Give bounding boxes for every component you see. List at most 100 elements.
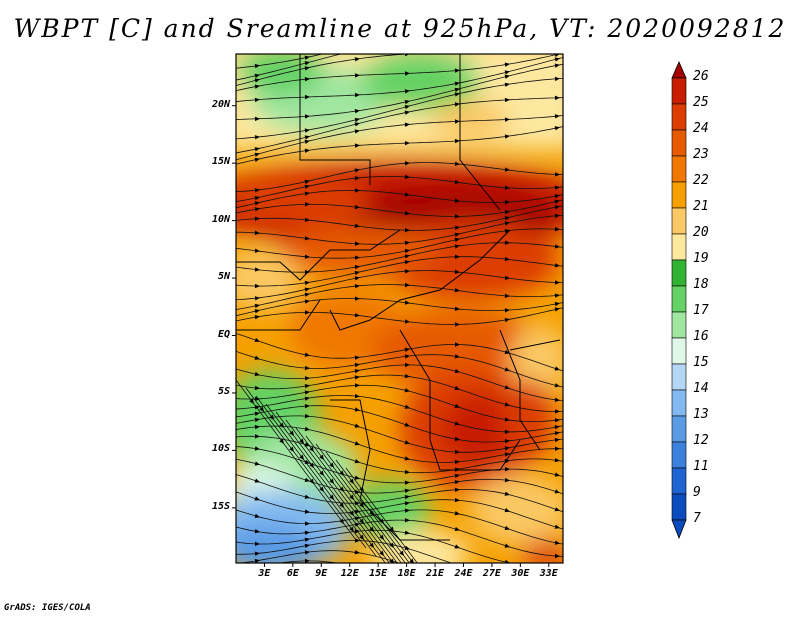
streamline-arrow [254,337,260,343]
streamline-arrow [404,260,410,265]
streamline-arrow [404,354,410,359]
streamline-arrow [304,236,310,241]
streamline-arrow [304,365,310,371]
streamline-arrow [254,248,260,253]
streamline-arrow [454,421,460,426]
streamline-arrow [554,397,560,403]
streamline-arrow [554,263,560,268]
colorbar-label: 23 [693,147,709,162]
streamline-arrow [304,135,310,140]
streamline-arrow [304,383,310,389]
streamline-arrow [454,269,460,275]
streamline-arrow [254,513,260,519]
colorbar-segment [671,415,687,443]
streamline-arrow [454,214,460,219]
streamline-arrow [404,469,410,475]
streamline-arrow [369,542,374,548]
streamline-arrow [429,591,436,598]
streamline-arrow [404,373,410,379]
colorbar-label: 17 [693,303,709,318]
streamline-arrow [554,507,560,512]
streamline-arrow [254,97,260,103]
streamline-arrow [554,437,560,443]
streamline-arrow [404,110,410,115]
streamline-arrow [504,256,510,262]
streamline-arrow [304,396,310,401]
streamline-arrow [454,287,460,293]
streamline-arrow [404,99,410,105]
streamline-arrow [254,434,260,439]
lat-label: 15S [211,500,230,512]
streamline-arrow [255,47,260,52]
streamline [236,205,563,231]
lon-label: 3E [258,568,271,579]
streamline-arrow [454,526,460,532]
streamline-arrow [329,478,334,484]
streamline-arrow [554,280,560,285]
streamline-arrow [455,12,461,18]
lon-label: 12E [340,568,359,579]
streamline-arrow [404,347,410,352]
streamline [265,403,386,563]
streamline-arrow [304,509,310,514]
streamline-arrow [349,478,354,484]
streamline-arrow [254,147,260,152]
streamline-arrow [504,402,510,407]
streamline-arrow [504,200,510,205]
streamline-arrow [249,398,254,404]
streamline-arrow [504,543,510,548]
streamline-arrow [554,540,560,545]
streamline-arrow [254,446,260,451]
streamline-arrow [254,385,260,391]
streamline-arrow [454,198,460,203]
lon-label: 21E [426,568,445,579]
colorbar-segment [671,155,687,183]
streamline-arrow [504,209,510,215]
streamline-arrow [254,207,260,212]
streamline [236,374,563,412]
streamline-arrow [254,73,260,78]
streamline [295,427,398,563]
streamline-arrow [404,517,410,523]
streamline [236,491,563,530]
streamline-arrow [554,185,560,190]
streamline-arrow [454,473,460,479]
streamline [236,415,563,453]
streamline-arrow [554,54,560,57]
streamline-arrow [404,161,410,166]
streamline-arrow [354,501,360,506]
streamline-arrow [354,312,360,318]
streamline [236,435,563,474]
streamline-arrow [304,114,310,119]
streamline-arrow [254,424,260,430]
streamline-arrow [254,411,260,416]
streamline-arrow [304,77,310,82]
lat-label: 15N [211,156,230,168]
streamline-arrow [354,122,360,127]
streamline-arrow [304,299,310,304]
streamline-arrow [305,521,310,526]
streamline-arrow [454,354,460,359]
streamline-arrow [354,188,360,193]
streamline-arrow [405,581,411,587]
colorbar [671,61,687,540]
streamline-arrow [354,375,360,380]
streamline-arrow [304,128,310,133]
streamline-arrow [505,585,510,590]
streamline-arrow [404,192,410,197]
streamline-arrow [304,494,310,499]
streamline-arrow [289,430,294,436]
streamline-arrow [504,97,510,103]
streamline-arrow [405,37,411,42]
streamline-arrow [304,254,310,259]
streamline [236,162,563,193]
lon-label: 6E [286,568,299,579]
streamline-arrow [504,70,510,75]
streamline-arrow [355,47,361,52]
streamline-arrow [304,352,310,357]
lon-label: 9E [315,568,328,579]
streamline-arrow [354,458,360,464]
streamline [236,384,563,422]
streamline [236,54,325,69]
